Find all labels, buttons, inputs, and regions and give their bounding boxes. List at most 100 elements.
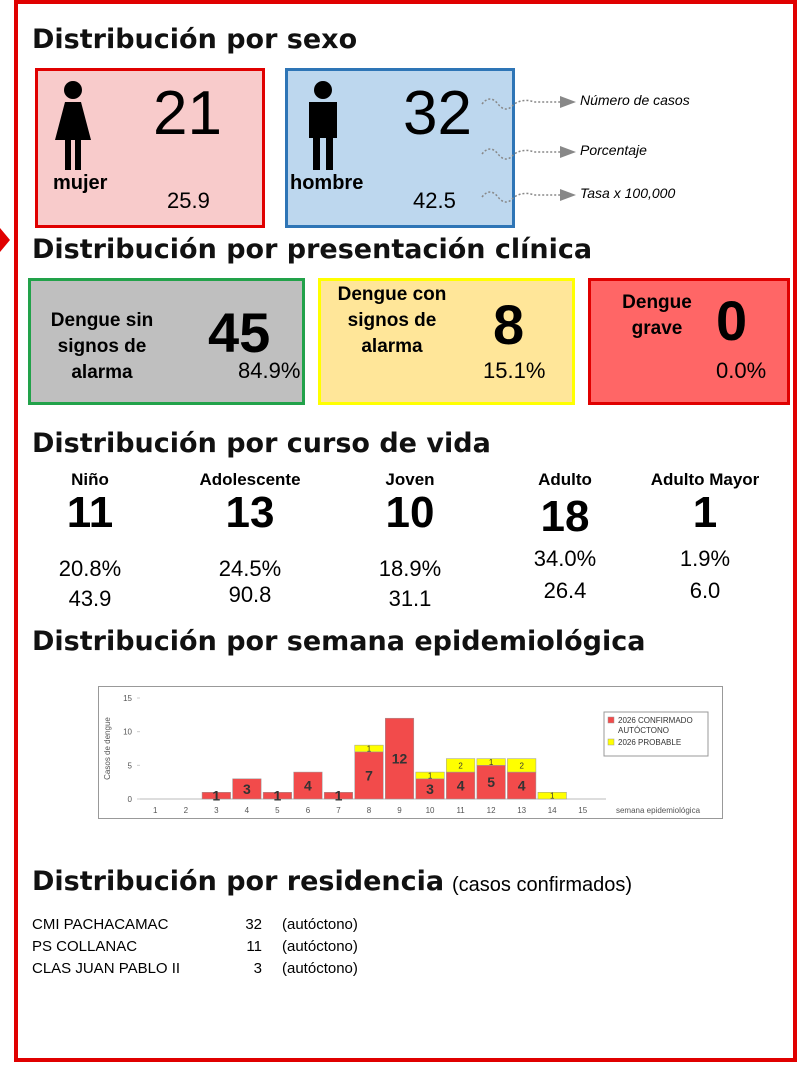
x-axis-label: semana epidemiológica	[616, 806, 701, 815]
origin: (autóctono)	[282, 938, 358, 955]
count: 11	[246, 938, 262, 955]
clinical-card	[588, 278, 790, 405]
rate: 43.9	[68, 586, 112, 611]
case-count: 45	[208, 301, 271, 364]
group-label: Niño	[71, 470, 109, 489]
data-label: 5	[487, 774, 495, 790]
group-label: Adulto	[538, 470, 592, 489]
bar	[507, 758, 537, 773]
section-title: Distribución por residencia	[32, 866, 445, 897]
data-label: 3	[426, 781, 434, 797]
frame	[14, 0, 797, 1062]
legend-swatch	[607, 738, 615, 746]
group-label: Joven	[385, 470, 435, 489]
bar	[354, 751, 384, 800]
data-label: 2	[458, 761, 463, 770]
person-icon	[309, 81, 337, 170]
percent: 1.9%	[679, 546, 731, 571]
clinical-label: Dengue con signos de alarma	[337, 284, 447, 357]
bar	[262, 792, 292, 800]
bar	[476, 758, 506, 766]
x-tick-label: 8	[367, 806, 372, 815]
section-title: Distribución por sexo	[32, 24, 358, 55]
case-count: 8	[493, 293, 525, 356]
group-label: Adolescente	[199, 470, 301, 489]
count: 32	[245, 916, 262, 933]
case-count: 11	[66, 488, 114, 537]
bar	[201, 792, 231, 800]
percent: 15.1%	[483, 358, 546, 383]
legend-swatch	[607, 716, 615, 724]
clinical-label: Dengue grave	[622, 292, 692, 339]
person-icon	[55, 81, 91, 170]
count: 3	[253, 960, 262, 977]
percent: 20.8%	[58, 556, 122, 581]
legend-label: 2026 CONFIRMADO AUTÓCTONO	[618, 716, 693, 735]
data-label: 3	[243, 781, 251, 797]
data-label: 4	[457, 778, 465, 794]
bar	[415, 771, 445, 780]
note-arrow	[481, 146, 576, 160]
note-arrow	[481, 96, 576, 110]
sex-label: hombre	[290, 172, 364, 194]
sex-label: mujer	[53, 172, 108, 194]
case-count: 0	[716, 289, 748, 352]
clinical-card	[28, 278, 305, 405]
note: Tasa x 100,000	[580, 185, 676, 201]
y-tick-label: 15	[123, 694, 132, 703]
y-tick-label: 5	[128, 761, 133, 770]
rate: 42.5	[413, 188, 456, 213]
place: CMI PACHACAMAC	[32, 916, 169, 933]
legend-box	[603, 711, 709, 757]
section-title: Distribución por presentación clínica	[32, 234, 593, 265]
data-label: 4	[518, 778, 526, 794]
note: Número de casos	[580, 92, 690, 108]
x-tick-label: 9	[397, 806, 402, 815]
place: PS COLLANAC	[32, 938, 138, 955]
data-label: 1	[489, 758, 494, 767]
x-tick-label: 5	[275, 806, 280, 815]
rate: 26.4	[543, 578, 587, 603]
section-subtitle: (casos confirmados)	[452, 874, 633, 896]
x-tick-label: 13	[517, 806, 526, 815]
case-count: 18	[540, 492, 590, 541]
case-count: 10	[385, 488, 435, 537]
data-label: 1	[367, 745, 372, 754]
bar	[293, 771, 323, 800]
data-label: 1	[550, 792, 555, 801]
x-tick-label: 6	[306, 806, 311, 815]
y-tick-label: 10	[123, 728, 132, 737]
data-label: 4	[304, 778, 312, 794]
y-axis-label: Casos de dengue	[103, 717, 112, 780]
bar	[446, 758, 476, 773]
bar	[446, 771, 476, 800]
legend-label: 2026 PROBABLE	[618, 738, 681, 747]
percent: 18.9%	[378, 556, 442, 581]
origin: (autóctono)	[282, 960, 358, 977]
note: Porcentaje	[580, 142, 647, 158]
place: CLAS JUAN PABLO II	[32, 960, 181, 977]
rate: 31.1	[388, 586, 432, 611]
x-tick-label: 4	[245, 806, 250, 815]
x-tick-label: 12	[487, 806, 496, 815]
bar	[385, 717, 415, 800]
percent: 84.9%	[238, 358, 301, 383]
origin: (autóctono)	[282, 916, 358, 933]
arrow-mark	[0, 228, 10, 252]
x-tick-label: 10	[426, 806, 435, 815]
data-label: 2	[519, 761, 524, 770]
percent: 0.0%	[716, 358, 767, 383]
x-tick-label: 11	[456, 806, 465, 815]
rate: 6.0	[689, 578, 721, 603]
data-label: 7	[365, 767, 373, 783]
x-tick-label: 3	[214, 806, 219, 815]
case-count: 1	[692, 488, 718, 537]
bar	[476, 765, 506, 800]
percent: 34.0%	[533, 546, 597, 571]
data-label: 1	[212, 788, 220, 804]
sex-card	[35, 68, 265, 228]
section-title: Distribución por curso de vida	[32, 428, 491, 459]
data-label: 12	[392, 751, 408, 767]
